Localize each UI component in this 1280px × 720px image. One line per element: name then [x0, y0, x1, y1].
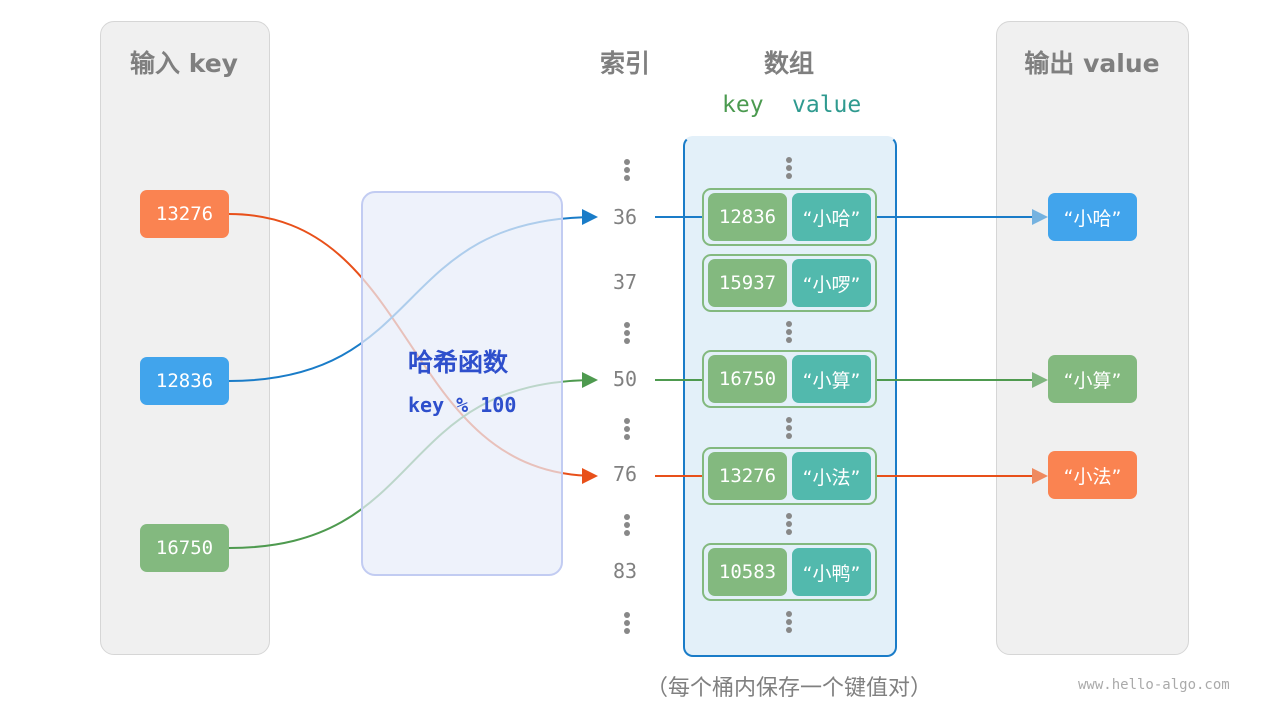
ellipsis-icon	[624, 159, 630, 183]
ellipsis-icon	[624, 418, 630, 442]
index-label: 36	[612, 205, 638, 229]
bucket-pair: 13276 “小法”	[702, 447, 877, 505]
ellipsis-icon	[786, 611, 792, 635]
ellipsis-icon	[786, 321, 792, 345]
index-label: 83	[612, 559, 638, 583]
hash-function-box	[361, 191, 563, 576]
watermark: www.hello-algo.com	[1078, 677, 1230, 693]
ellipsis-icon	[624, 322, 630, 346]
bucket-pair: 12836 “小哈”	[702, 188, 877, 246]
index-label: 37	[612, 270, 638, 294]
ellipsis-icon	[624, 612, 630, 636]
caption: （每个桶内保存一个键值对）	[645, 676, 933, 701]
input-key: 12836	[140, 357, 229, 405]
input-key: 16750	[140, 524, 229, 572]
input-header: 输入 key	[130, 49, 238, 78]
hash-function-formula: key % 100	[408, 393, 517, 417]
array-header: 数组	[763, 49, 815, 78]
index-label: 76	[612, 462, 638, 486]
ellipsis-icon	[786, 157, 792, 181]
bucket-value: “小法”	[802, 466, 861, 489]
bucket-key: 13276	[718, 465, 777, 487]
output-header: 输出 value	[1024, 49, 1160, 78]
bucket-value: “小算”	[802, 369, 861, 392]
bucket-key: 12836	[718, 206, 777, 228]
bucket-key: 10583	[718, 561, 777, 583]
bucket-value: “小哈”	[802, 207, 861, 230]
output-value: “小算”	[1048, 355, 1137, 403]
key-column-header: key	[722, 92, 764, 118]
ellipsis-icon	[786, 417, 792, 441]
output-value: “小法”	[1048, 451, 1137, 499]
output-panel	[996, 21, 1189, 655]
bucket-pair: 16750 “小算”	[702, 350, 877, 408]
value-column-header: value	[792, 92, 862, 118]
hash-function-title: 哈希函数	[408, 348, 509, 377]
ellipsis-icon	[624, 514, 630, 538]
index-label: 50	[612, 367, 638, 391]
bucket-pair: 15937 “小啰”	[702, 254, 877, 312]
bucket-key: 16750	[718, 368, 777, 390]
output-value: “小哈”	[1048, 193, 1137, 241]
ellipsis-icon	[786, 513, 792, 537]
input-key: 13276	[140, 190, 229, 238]
bucket-key: 15937	[718, 272, 777, 294]
index-header: 索引	[599, 49, 651, 78]
bucket-pair: 10583 “小鸭”	[702, 543, 877, 601]
bucket-value: “小鸭”	[802, 562, 861, 585]
bucket-value: “小啰”	[802, 273, 861, 296]
